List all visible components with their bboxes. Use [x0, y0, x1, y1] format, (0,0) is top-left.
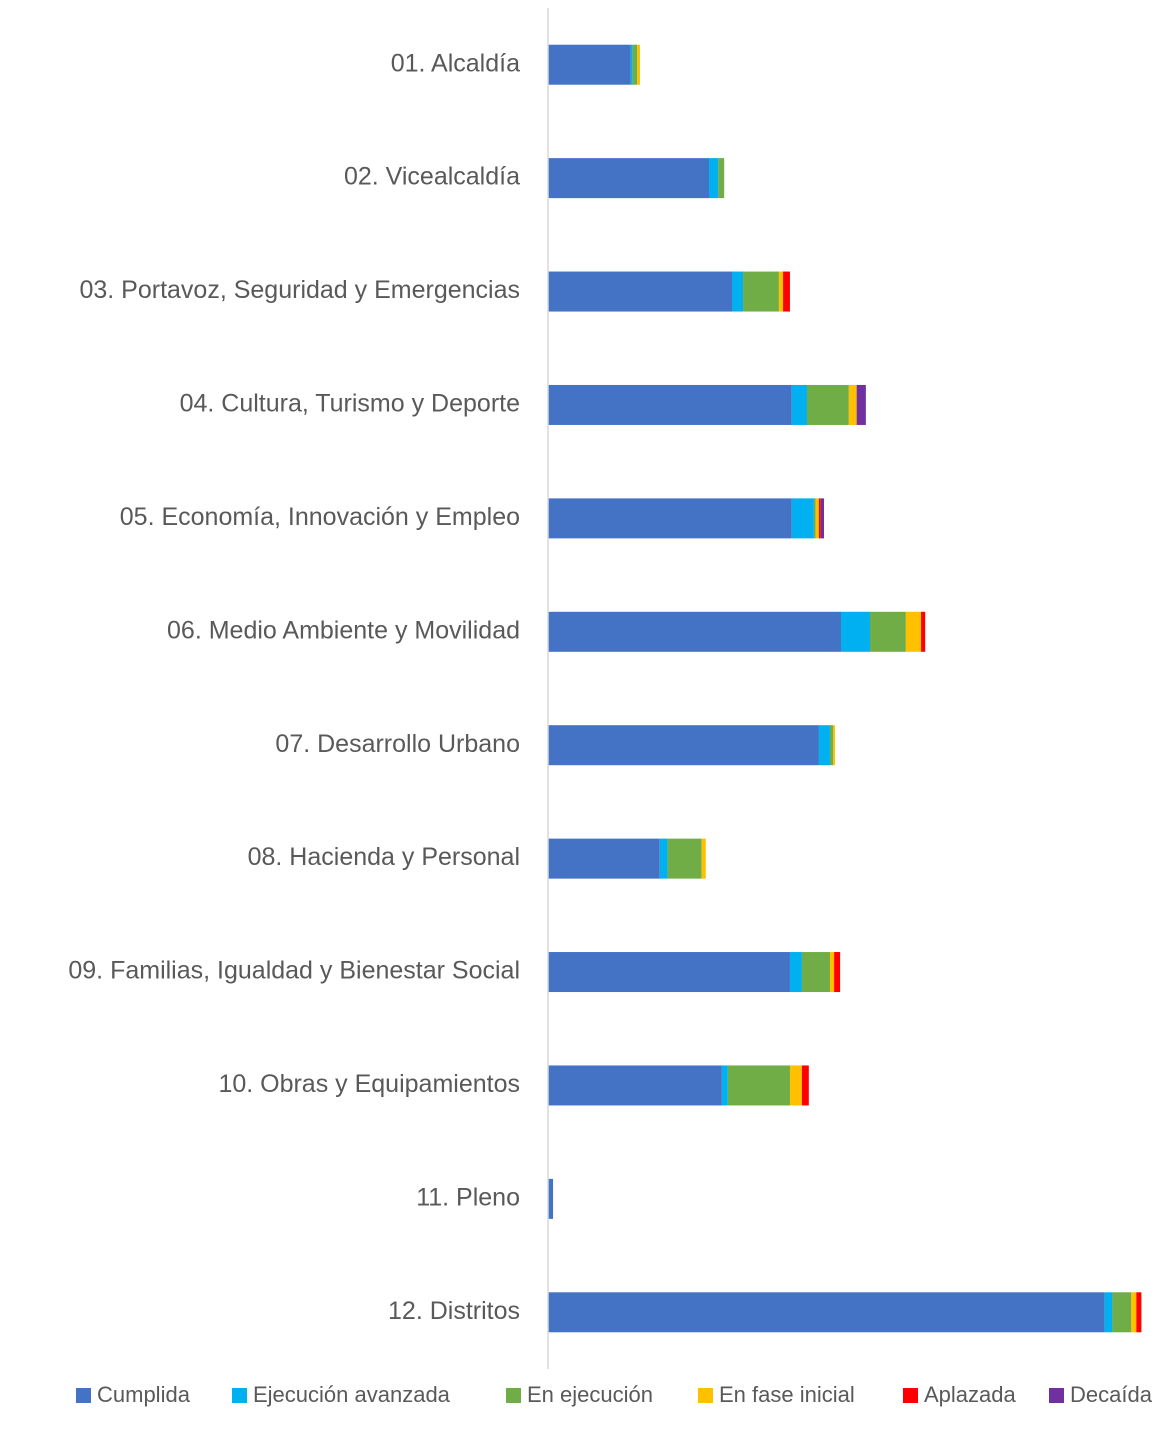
bar-segment	[870, 611, 906, 652]
bar-segment	[548, 1292, 1105, 1333]
y-tick-label: 09. Familias, Igualdad y Bienestar Socia…	[68, 957, 520, 985]
bar-segment	[789, 1065, 802, 1106]
bar-segment	[856, 384, 866, 425]
bar-segment	[801, 952, 830, 993]
legend-label: Cumplida	[97, 1382, 191, 1407]
legend-swatch	[76, 1388, 91, 1403]
bar-segment	[818, 498, 821, 539]
bar-segment	[1112, 1292, 1132, 1333]
bar-segment	[548, 838, 660, 879]
legend-swatch	[903, 1388, 918, 1403]
bar-segment	[632, 44, 638, 85]
bar-segment	[841, 611, 870, 652]
y-tick-label: 08. Hacienda y Personal	[248, 843, 520, 871]
bar-segment	[791, 498, 814, 539]
bar-segment	[801, 1065, 809, 1106]
legend-label: Aplazada	[924, 1382, 1017, 1407]
bar-segment	[833, 725, 836, 766]
bar-segment	[789, 952, 802, 993]
bar-segment	[829, 725, 834, 766]
bar-segment	[548, 725, 819, 766]
bar-segment	[815, 498, 819, 539]
bar-segment	[743, 271, 779, 312]
y-tick-label: 03. Portavoz, Seguridad y Emergencias	[79, 276, 520, 304]
bar-segment	[718, 158, 725, 199]
legend-label: En fase inicial	[719, 1382, 855, 1407]
bar-segment	[778, 271, 784, 312]
bar-segment	[630, 44, 633, 85]
bar-segment	[1136, 1292, 1142, 1333]
legend-swatch	[698, 1388, 713, 1403]
bar-segment	[783, 271, 790, 312]
bar-segment	[709, 158, 719, 199]
y-tick-label: 01. Alcaldía	[391, 49, 520, 77]
bar-segment	[548, 271, 732, 312]
legend-swatch	[1049, 1388, 1064, 1403]
legend-swatch	[506, 1388, 521, 1403]
legend-label: Decaída	[1070, 1382, 1153, 1407]
bar-segment	[834, 952, 841, 993]
bar-segment	[548, 1065, 722, 1106]
bar-segment	[829, 952, 835, 993]
y-tick-label: 04. Cultura, Turismo y Deporte	[180, 390, 520, 418]
bar-segment	[791, 384, 807, 425]
legend-label: Ejecución avanzada	[253, 1382, 451, 1407]
y-tick-label: 05. Economía, Innovación y Empleo	[120, 503, 520, 531]
bar-segment	[1131, 1292, 1137, 1333]
bar-segment	[548, 158, 709, 199]
bar-segment	[818, 725, 830, 766]
bar-segment	[721, 1065, 728, 1106]
y-tick-label: 02. Vicealcaldía	[344, 163, 520, 191]
bar-segment	[820, 498, 824, 539]
bar-segment	[637, 44, 640, 85]
bar-segment	[727, 1065, 790, 1106]
bar-segment	[701, 838, 706, 879]
y-tick-label: 12. Distritos	[388, 1297, 520, 1325]
bar-segment	[806, 384, 849, 425]
bar-segment	[548, 611, 842, 652]
bar-segment	[548, 384, 792, 425]
bar-segment	[905, 611, 922, 652]
legend-label: En ejecución	[527, 1382, 653, 1407]
y-tick-label: 06. Medio Ambiente y Movilidad	[167, 616, 520, 644]
bar-segment	[667, 838, 702, 879]
bar-segment	[921, 611, 926, 652]
bar-segment	[548, 44, 631, 85]
bar-segment	[548, 952, 790, 993]
y-tick-label: 10. Obras y Equipamientos	[218, 1070, 520, 1098]
bar-segment	[732, 271, 744, 312]
y-tick-label: 07. Desarrollo Urbano	[275, 730, 520, 758]
bar-segment	[813, 498, 816, 539]
bar-segment	[659, 838, 668, 879]
bar-segment	[548, 498, 792, 539]
bar-segment	[1104, 1292, 1113, 1333]
legend-swatch	[232, 1388, 247, 1403]
y-tick-label: 11. Pleno	[416, 1183, 520, 1211]
bar-segment	[848, 384, 857, 425]
bar-segment	[548, 1178, 554, 1219]
